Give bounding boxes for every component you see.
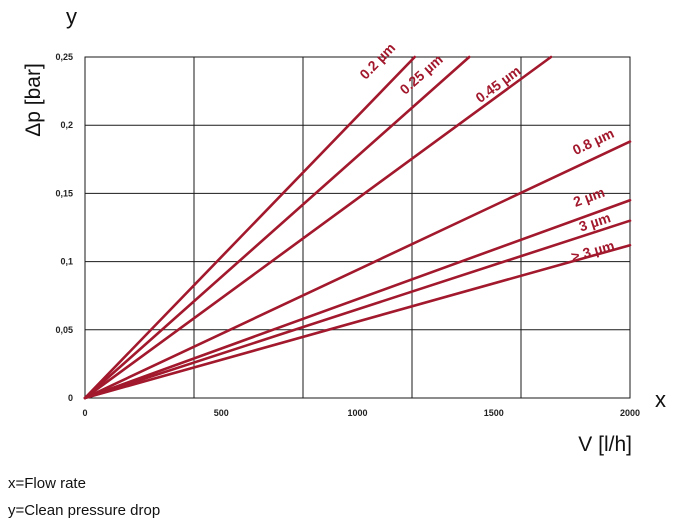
grid-lines bbox=[85, 56, 631, 398]
y-tick-label: 0,25 bbox=[55, 52, 73, 62]
series-line bbox=[83, 198, 632, 400]
y-axis-title: Δp [bar] bbox=[22, 63, 45, 137]
y-tick-label: 0,1 bbox=[60, 257, 73, 267]
series-line bbox=[83, 219, 632, 400]
x-tick-label: 1500 bbox=[484, 408, 504, 418]
x-tick-label: 0 bbox=[82, 408, 87, 418]
x-tick-label: 500 bbox=[214, 408, 229, 418]
x-tick-label: 2000 bbox=[620, 408, 640, 418]
y-axis-letter: y bbox=[66, 4, 77, 29]
series-line bbox=[83, 243, 632, 400]
y-tick-label: 0 bbox=[68, 393, 73, 403]
y-axis-caption: y=Clean pressure drop bbox=[8, 502, 161, 519]
y-tick-label: 0,05 bbox=[55, 325, 73, 335]
x-axis-caption: x=Flow rate bbox=[8, 475, 86, 492]
y-tick-label: 0,15 bbox=[55, 188, 73, 198]
x-axis-title: V [l/h] bbox=[578, 433, 632, 456]
plot-frame bbox=[84, 56, 631, 399]
y-tick-label: 0,2 bbox=[60, 120, 73, 130]
series-line bbox=[83, 55, 553, 400]
series-line bbox=[83, 55, 417, 400]
series-line bbox=[83, 140, 632, 400]
x-tick-label: 1000 bbox=[347, 408, 367, 418]
x-axis-letter: x bbox=[655, 387, 666, 412]
pressure-drop-chart: y x Δp [bar] V [l/h] 0 0,05 0,1 0,15 0,2 0,25… bbox=[22, 4, 666, 456]
series-line bbox=[83, 55, 471, 400]
